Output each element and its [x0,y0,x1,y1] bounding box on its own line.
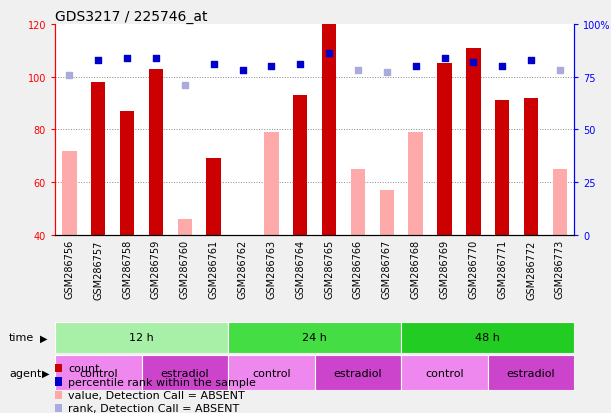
Text: ▶: ▶ [40,332,47,343]
Bar [322,25,336,235]
Bar [379,191,394,235]
Text: GSM286772: GSM286772 [526,240,536,299]
Text: value, Detection Call = ABSENT: value, Detection Call = ABSENT [68,390,245,400]
Text: GSM286758: GSM286758 [122,240,132,299]
Bar [466,48,481,235]
Text: GSM286773: GSM286773 [555,240,565,299]
Bar [293,96,307,235]
Bar [142,355,228,390]
Text: GSM286756: GSM286756 [64,240,75,299]
Bar [55,355,142,390]
Bar [488,355,574,390]
Text: GDS3217 / 225746_at: GDS3217 / 225746_at [55,10,208,24]
Text: 48 h: 48 h [475,332,500,343]
Text: GSM286757: GSM286757 [93,240,103,299]
Text: GSM286767: GSM286767 [382,240,392,299]
Point [209,62,219,68]
Bar [148,69,163,235]
Bar [351,170,365,235]
Text: GSM286760: GSM286760 [180,240,190,299]
Bar [178,220,192,235]
Bar [120,112,134,235]
Text: GSM286762: GSM286762 [238,240,247,299]
Point [295,62,305,68]
Point [497,64,507,70]
Text: 12 h: 12 h [129,332,154,343]
Text: GSM286769: GSM286769 [439,240,450,299]
Text: agent: agent [9,368,42,378]
Point [65,72,75,78]
Point [122,55,132,62]
Bar [495,101,510,235]
Text: GSM286770: GSM286770 [469,240,478,299]
Point [353,68,363,74]
Text: control: control [425,368,464,378]
Point [555,68,565,74]
Bar [401,355,488,390]
Text: GSM286759: GSM286759 [151,240,161,299]
Text: estradiol: estradiol [161,368,209,378]
Bar [315,355,401,390]
Text: 24 h: 24 h [302,332,327,343]
Text: percentile rank within the sample: percentile rank within the sample [68,377,256,387]
Point [324,51,334,57]
Text: time: time [9,332,34,343]
Text: rank, Detection Call = ABSENT: rank, Detection Call = ABSENT [68,403,240,413]
Text: GSM286766: GSM286766 [353,240,363,299]
Bar [437,64,452,235]
Bar [264,133,279,235]
Text: estradiol: estradiol [334,368,382,378]
Point [469,59,478,66]
Bar [55,322,228,353]
Text: GSM286765: GSM286765 [324,240,334,299]
Point [180,83,189,89]
Text: GSM286761: GSM286761 [209,240,219,299]
Point [151,55,161,62]
Text: GSM286764: GSM286764 [295,240,306,299]
Text: estradiol: estradiol [507,368,555,378]
Point [439,55,449,62]
Point [382,70,392,76]
Bar [553,170,567,235]
Text: control: control [79,368,117,378]
Bar [228,355,315,390]
Bar [408,133,423,235]
Bar [91,83,106,235]
Bar [207,159,221,235]
Point [238,68,247,74]
Bar [401,322,574,353]
Point [411,64,420,70]
Point [526,57,536,64]
Text: ▶: ▶ [42,368,49,378]
Text: GSM286763: GSM286763 [266,240,276,299]
Bar [62,151,76,235]
Text: GSM286771: GSM286771 [497,240,507,299]
Bar [524,98,538,235]
Bar [228,322,401,353]
Text: count: count [68,363,100,373]
Text: control: control [252,368,291,378]
Point [93,57,103,64]
Point [266,64,276,70]
Text: GSM286768: GSM286768 [411,240,420,299]
